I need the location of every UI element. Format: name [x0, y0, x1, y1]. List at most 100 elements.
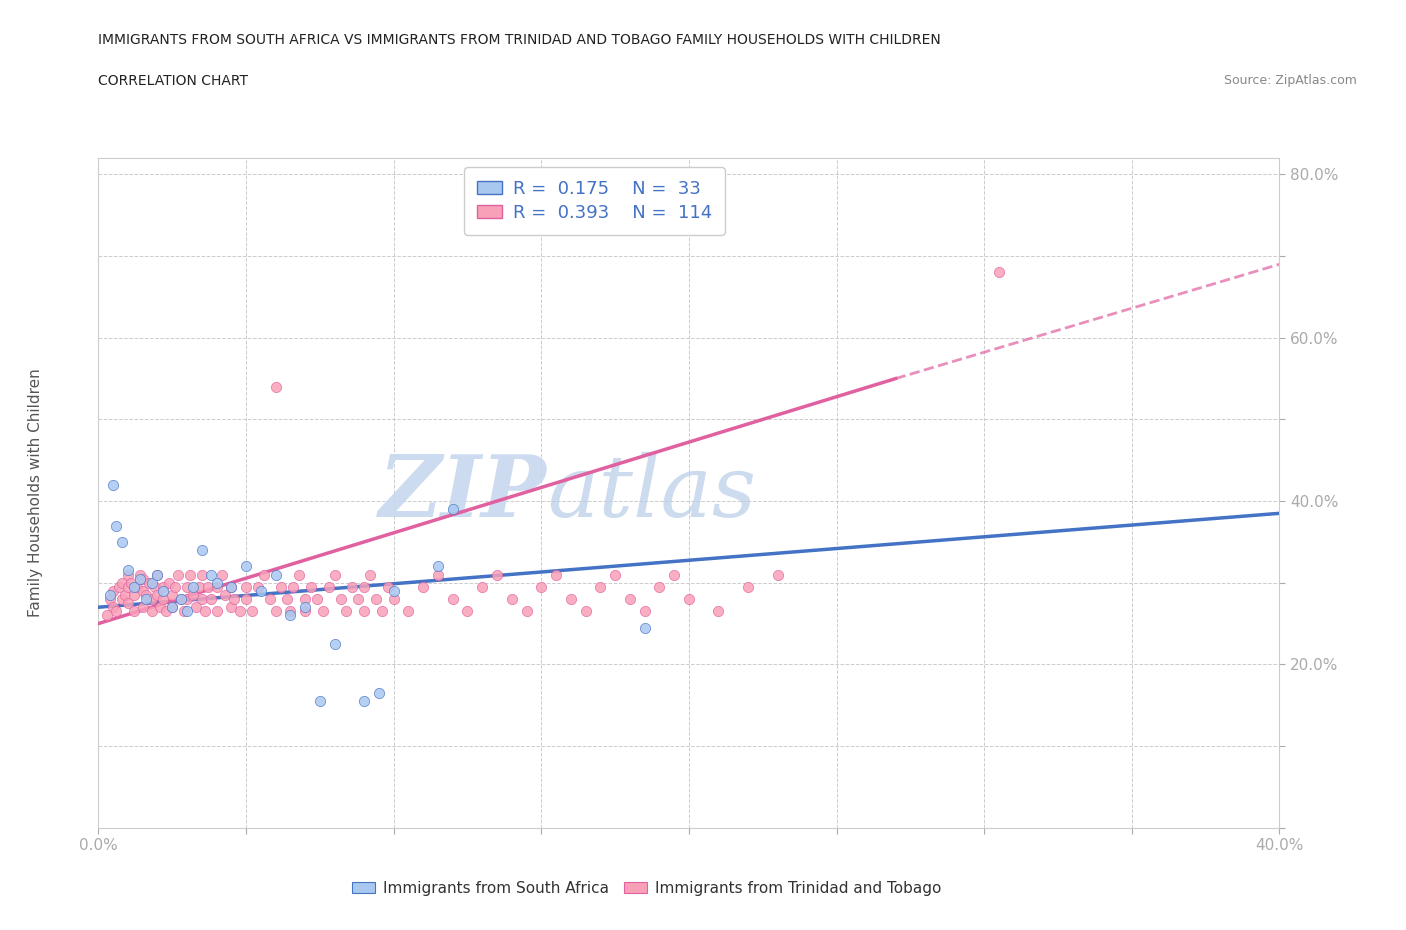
Point: [353, 694, 375, 709]
Point: [114, 588, 136, 603]
Point: [205, 576, 228, 591]
Point: [132, 600, 155, 615]
Point: [132, 571, 155, 586]
Point: [103, 583, 125, 598]
Text: Source: ZipAtlas.com: Source: ZipAtlas.com: [1223, 74, 1357, 87]
Point: [323, 567, 346, 582]
Point: [574, 604, 596, 618]
Point: [122, 604, 145, 618]
Legend: Immigrants from South Africa, Immigrants from Trinidad and Tobago: Immigrants from South Africa, Immigrants…: [346, 874, 948, 902]
Point: [264, 604, 287, 618]
Point: [176, 591, 198, 606]
Point: [235, 591, 257, 606]
Text: Family Households with Children: Family Households with Children: [28, 368, 42, 618]
Point: [103, 600, 125, 615]
Point: [427, 559, 450, 574]
Point: [396, 604, 419, 618]
Text: CORRELATION CHART: CORRELATION CHART: [98, 74, 249, 88]
Point: [353, 604, 375, 618]
Point: [359, 567, 381, 582]
Point: [191, 591, 214, 606]
Point: [187, 579, 209, 594]
Point: [138, 576, 160, 591]
Point: [125, 579, 148, 594]
Point: [240, 604, 263, 618]
Point: [318, 579, 340, 594]
Point: [181, 588, 204, 603]
Legend: R =  0.175    N =  33, R =  0.393    N =  114: R = 0.175 N = 33, R = 0.393 N = 114: [464, 167, 724, 234]
Point: [270, 579, 292, 594]
Point: [176, 579, 198, 594]
Point: [412, 579, 434, 594]
Point: [456, 604, 478, 618]
Point: [167, 567, 190, 582]
Point: [176, 604, 198, 618]
Point: [664, 567, 686, 582]
Point: [382, 591, 405, 606]
Point: [205, 579, 228, 594]
Point: [200, 591, 222, 606]
Point: [441, 591, 464, 606]
Text: ZIP: ZIP: [380, 451, 547, 535]
Point: [200, 567, 222, 582]
Point: [141, 576, 163, 591]
Point: [141, 604, 163, 618]
Point: [987, 265, 1010, 280]
Point: [120, 576, 142, 591]
Point: [194, 604, 217, 618]
Point: [288, 567, 311, 582]
Point: [471, 579, 494, 594]
Point: [128, 571, 150, 586]
Point: [165, 579, 187, 594]
Point: [162, 600, 183, 615]
Point: [264, 567, 287, 582]
Point: [98, 588, 121, 603]
Point: [173, 604, 195, 618]
Point: [205, 604, 228, 618]
Point: [605, 567, 627, 582]
Point: [211, 567, 233, 582]
Point: [364, 591, 387, 606]
Point: [427, 567, 450, 582]
Point: [191, 542, 214, 557]
Point: [219, 600, 242, 615]
Point: [264, 379, 287, 394]
Point: [128, 567, 150, 582]
Point: [278, 604, 302, 618]
Point: [353, 579, 375, 594]
Point: [501, 591, 523, 606]
Point: [111, 591, 134, 606]
Point: [678, 591, 700, 606]
Point: [371, 604, 394, 618]
Point: [619, 591, 641, 606]
Point: [441, 502, 464, 517]
Point: [294, 591, 316, 606]
Point: [170, 591, 193, 606]
Point: [235, 579, 257, 594]
Point: [347, 591, 370, 606]
Point: [135, 591, 157, 606]
Point: [162, 600, 183, 615]
Point: [108, 579, 131, 594]
Point: [155, 604, 177, 618]
Point: [323, 636, 346, 651]
Point: [157, 576, 180, 591]
Point: [122, 579, 145, 594]
Point: [96, 608, 118, 623]
Point: [382, 583, 405, 598]
Point: [197, 579, 219, 594]
Point: [111, 576, 134, 591]
Point: [283, 579, 305, 594]
Point: [312, 604, 335, 618]
Point: [530, 579, 553, 594]
Point: [329, 591, 352, 606]
Point: [224, 591, 246, 606]
Point: [219, 579, 242, 594]
Point: [766, 567, 789, 582]
Point: [214, 588, 236, 603]
Point: [105, 518, 128, 533]
Point: [633, 620, 655, 635]
Point: [648, 579, 671, 594]
Point: [299, 579, 322, 594]
Point: [544, 567, 567, 582]
